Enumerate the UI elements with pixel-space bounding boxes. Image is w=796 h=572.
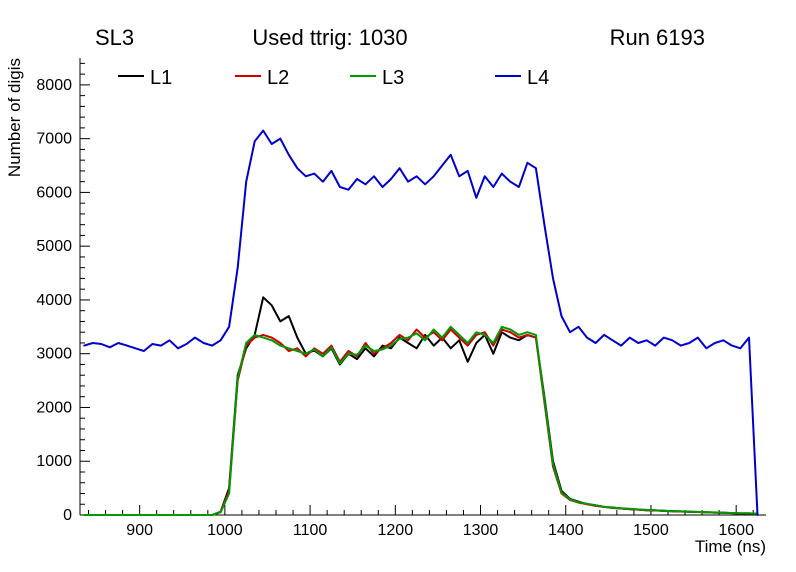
chart-label-run: Run 6193 xyxy=(610,25,705,50)
series-line-L3 xyxy=(83,325,759,516)
series-line-L2 xyxy=(83,328,759,516)
legend-label-l2: L2 xyxy=(267,67,289,89)
legend-label-l1: L1 xyxy=(150,67,172,89)
legend-item-l4: L4 xyxy=(495,67,549,89)
y-tick-label: 7000 xyxy=(36,131,72,148)
chart-label-sl: SL3 xyxy=(95,25,134,50)
x-tick-label: 1400 xyxy=(548,522,584,539)
x-tick-label: 1500 xyxy=(633,522,669,539)
x-tick-label: 1000 xyxy=(207,522,243,539)
y-tick-label: 5000 xyxy=(36,238,72,255)
y-tick-label: 6000 xyxy=(36,184,72,201)
legend-item-l1: L1 xyxy=(118,67,172,89)
series-line-L1 xyxy=(83,296,759,516)
series-line-L4 xyxy=(83,129,759,516)
legend: L1 L2 L3 L4 xyxy=(118,67,549,89)
series xyxy=(83,129,759,516)
x-tick-label: 1100 xyxy=(293,522,328,539)
y-tick-label: 0 xyxy=(63,507,72,524)
legend-label-l4: L4 xyxy=(527,67,549,89)
y-tick-label: 1000 xyxy=(36,453,72,470)
axes: 900 1000 1100 1200 1300 1400 1500 1600 0 1000 2000… xyxy=(36,58,766,539)
x-tick-label: 1600 xyxy=(718,522,754,539)
y-tick-label: 2000 xyxy=(36,399,72,416)
y-tick-label: 8000 xyxy=(36,77,72,94)
y-tick-label: 3000 xyxy=(36,346,72,363)
x-axis-title: Time (ns) xyxy=(695,537,766,556)
y-axis-title: Number of digis xyxy=(5,58,24,177)
legend-item-l3: L3 xyxy=(350,67,404,89)
x-tick-label: 1200 xyxy=(378,522,414,539)
x-tick-label: 900 xyxy=(126,522,153,539)
legend-label-l3: L3 xyxy=(382,67,404,89)
legend-item-l2: L2 xyxy=(235,67,289,89)
x-tick-label: 1300 xyxy=(463,522,499,539)
y-tick-label: 4000 xyxy=(36,292,72,309)
chart-title-ttrig: Used ttrig: 1030 xyxy=(252,25,407,50)
